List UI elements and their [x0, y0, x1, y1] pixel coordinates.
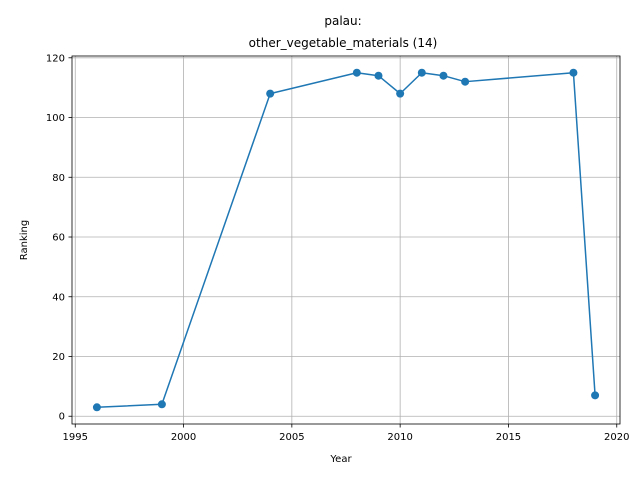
y-tick-label: 60 — [52, 233, 65, 244]
x-tick-label: 2005 — [279, 432, 304, 443]
y-tick-label: 100 — [46, 113, 65, 124]
data-point — [439, 71, 448, 80]
chart-title-line1: palau: — [324, 14, 361, 28]
x-tick-label: 1995 — [63, 432, 88, 443]
y-tick-label: 120 — [46, 53, 65, 64]
data-point — [396, 89, 405, 98]
data-point — [569, 68, 578, 77]
data-point — [591, 391, 600, 400]
series-line — [96, 71, 596, 409]
x-axis-label: Year — [329, 454, 352, 465]
x-tick-label: 2015 — [496, 432, 521, 443]
x-tick-label: 2000 — [171, 432, 196, 443]
chart-title-line2: other_vegetable_materials (14) — [249, 36, 438, 50]
x-tick-label: 2010 — [387, 432, 412, 443]
x-tick-label: 2020 — [604, 432, 629, 443]
data-point — [417, 68, 426, 77]
plot-frame — [71, 55, 621, 425]
y-axis-label: Ranking — [19, 220, 30, 260]
data-point — [374, 71, 383, 80]
data-point — [266, 89, 275, 98]
data-point — [92, 403, 101, 412]
y-tick-label: 40 — [52, 292, 65, 303]
data-point — [157, 400, 166, 409]
series-group — [92, 68, 600, 412]
axes — [71, 55, 621, 425]
grid-lines — [72, 56, 620, 424]
tick-marks: 1995 2000 2005 2010 2015 2020 0 20 40 60 80 100 120 — [46, 53, 630, 443]
data-point — [352, 68, 361, 77]
y-tick-label: 20 — [52, 352, 65, 363]
y-tick-label: 80 — [52, 173, 65, 184]
data-point — [461, 77, 470, 86]
y-tick-label: 0 — [59, 412, 65, 423]
